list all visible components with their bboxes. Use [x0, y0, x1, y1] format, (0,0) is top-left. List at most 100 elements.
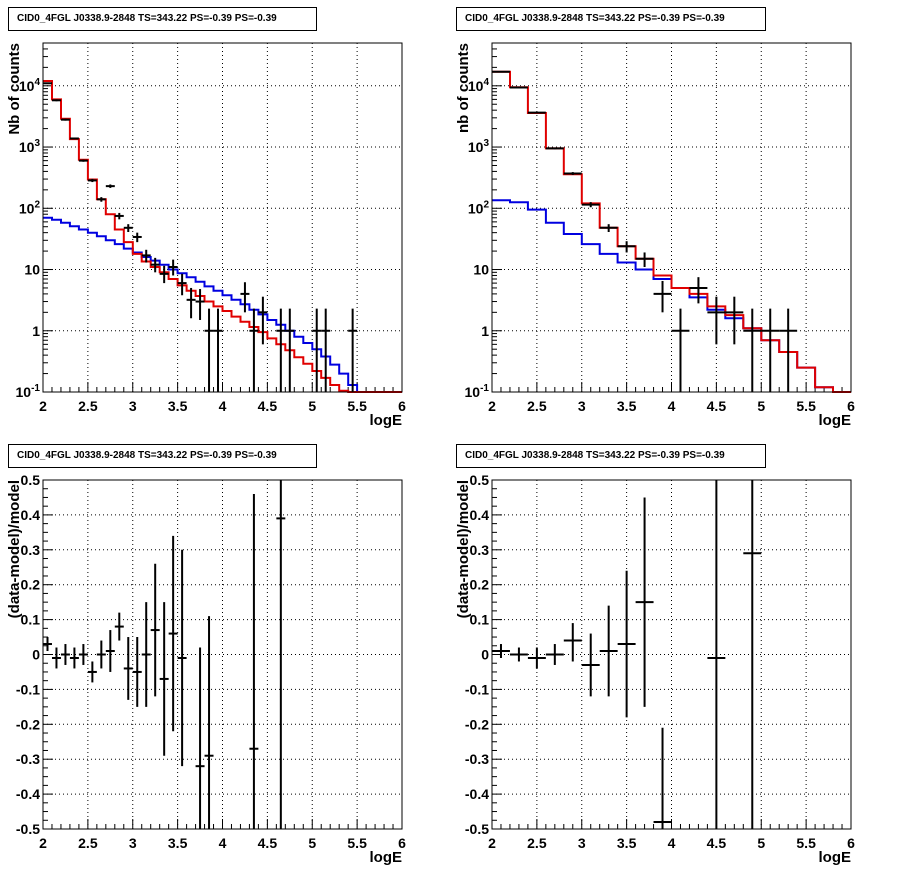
- panel-1: 2 2.5 3 3.5 4 4.5 5 5.5 6 10-1 1 10 102 103 104 logE nb …: [455, 42, 855, 429]
- data-point: [150, 563, 160, 697]
- y-tick-label: 10: [473, 262, 489, 278]
- data-point: [249, 493, 259, 829]
- y-tick-label: 103: [19, 138, 41, 155]
- data-point: [114, 612, 124, 641]
- x-tick-label: 4: [668, 398, 676, 414]
- x-tick-label: 2: [488, 835, 496, 851]
- x-tick-label: 2: [488, 398, 496, 414]
- data-point: [653, 727, 672, 829]
- data-point: [545, 644, 564, 665]
- data-point: [123, 224, 133, 232]
- x-tick-label: 3.5: [617, 398, 637, 414]
- data-point: [689, 277, 708, 304]
- y-tick-label: 0.2: [470, 577, 490, 593]
- axis-ticks: [42, 48, 403, 393]
- y-tick-label: 0.5: [21, 472, 41, 488]
- data-point: [87, 178, 97, 183]
- axis-ticks: [491, 48, 852, 393]
- data-point: [141, 249, 151, 263]
- data-point: [276, 308, 286, 392]
- plot-frame: [42, 42, 403, 393]
- data-point: [141, 602, 151, 707]
- data-point: [321, 308, 331, 392]
- x-tick-label: 2: [39, 835, 47, 851]
- data-point: [509, 86, 528, 89]
- x-tick-label: 3.5: [168, 835, 188, 851]
- data-point: [527, 111, 546, 114]
- y-tick-label: 0.5: [470, 472, 490, 488]
- y-tick-label: -0.1: [16, 681, 40, 697]
- x-tick-label: 4.5: [258, 398, 278, 414]
- data-points: [492, 70, 798, 392]
- x-tick-label: 3: [578, 835, 586, 851]
- data-point: [779, 308, 798, 392]
- data-point: [635, 497, 654, 707]
- data-point: [492, 70, 510, 73]
- x-tick-label: 6: [398, 835, 406, 851]
- x-tick-label: 2.5: [78, 398, 98, 414]
- data-point: [725, 296, 744, 345]
- panel-0: 2 2.5 3 3.5 4 4.5 5 5.5 6 10-1 1 10 102 103 104 logE Nb …: [6, 42, 406, 429]
- x-tick-label: 4.5: [707, 398, 727, 414]
- y-tick-label: -0.3: [465, 751, 489, 767]
- x-tick-label: 2.5: [78, 835, 98, 851]
- data-point: [60, 118, 70, 121]
- plot-frame: [42, 479, 403, 830]
- y-tick-label: 0.3: [21, 542, 41, 558]
- x-tick-label: 5.5: [796, 835, 816, 851]
- x-tick-label: 5: [308, 398, 316, 414]
- y-tick-label: 0.3: [470, 542, 490, 558]
- panel-title-top-left: CID0_4FGL J0338.9-2848 TS=343.22 PS=-0.3…: [8, 7, 317, 31]
- x-tick-label: 5: [757, 835, 765, 851]
- data-point: [599, 224, 618, 232]
- y-axis-label: nb of counts: [455, 43, 472, 133]
- data-point: [204, 616, 214, 829]
- data-point: [168, 535, 178, 732]
- x-tick-label: 3: [129, 398, 137, 414]
- data-point: [617, 241, 636, 253]
- data-point: [527, 647, 546, 669]
- data-point: [123, 637, 133, 700]
- data-point: [581, 633, 600, 697]
- y-axis-label: (data-model)/model: [6, 480, 23, 618]
- data-point: [240, 282, 250, 313]
- y-tick-label: 104: [19, 77, 41, 94]
- data-point: [195, 289, 205, 320]
- data-point: [599, 605, 618, 697]
- x-tick-label: 5.5: [796, 398, 816, 414]
- y-tick-label: 1: [481, 323, 489, 339]
- x-tick-label: 3: [578, 398, 586, 414]
- x-tick-label: 3.5: [617, 835, 637, 851]
- y-tick-label: -0.3: [16, 751, 40, 767]
- data-point: [43, 82, 52, 85]
- x-axis-label: logE: [819, 849, 852, 866]
- panel-title-top-right: CID0_4FGL J0338.9-2848 TS=343.22 PS=-0.3…: [456, 7, 766, 31]
- data-point: [132, 232, 142, 243]
- plot-area: [492, 43, 851, 392]
- data-point: [743, 480, 762, 829]
- x-tick-label: 4: [219, 398, 227, 414]
- data-point: [150, 257, 160, 273]
- y-tick-label: 10-1: [465, 383, 490, 400]
- x-tick-label: 2.5: [527, 835, 547, 851]
- data-point: [60, 644, 70, 665]
- data-point: [761, 308, 780, 392]
- data-point: [177, 549, 187, 767]
- plot-frame: [491, 42, 852, 393]
- x-axis-label: logE: [370, 412, 403, 429]
- data-point: [653, 280, 672, 313]
- data-point: [105, 184, 115, 188]
- panel-3: 2 2.5 3 3.5 4 4.5 5 5.5 6 -0.5 -0.4 -0.3 -0.2 -0.1 0 0.…: [455, 472, 855, 866]
- data-point: [69, 137, 79, 140]
- data-point: [563, 623, 582, 662]
- data-point: [285, 308, 295, 392]
- y-tick-label: 0: [481, 647, 489, 663]
- x-tick-label: 6: [847, 398, 855, 414]
- data-point: [213, 308, 223, 392]
- y-tick-label: -0.2: [16, 716, 40, 732]
- x-tick-label: 4: [668, 835, 676, 851]
- data-point: [671, 308, 690, 392]
- data-point: [348, 308, 358, 392]
- data-point: [509, 647, 528, 662]
